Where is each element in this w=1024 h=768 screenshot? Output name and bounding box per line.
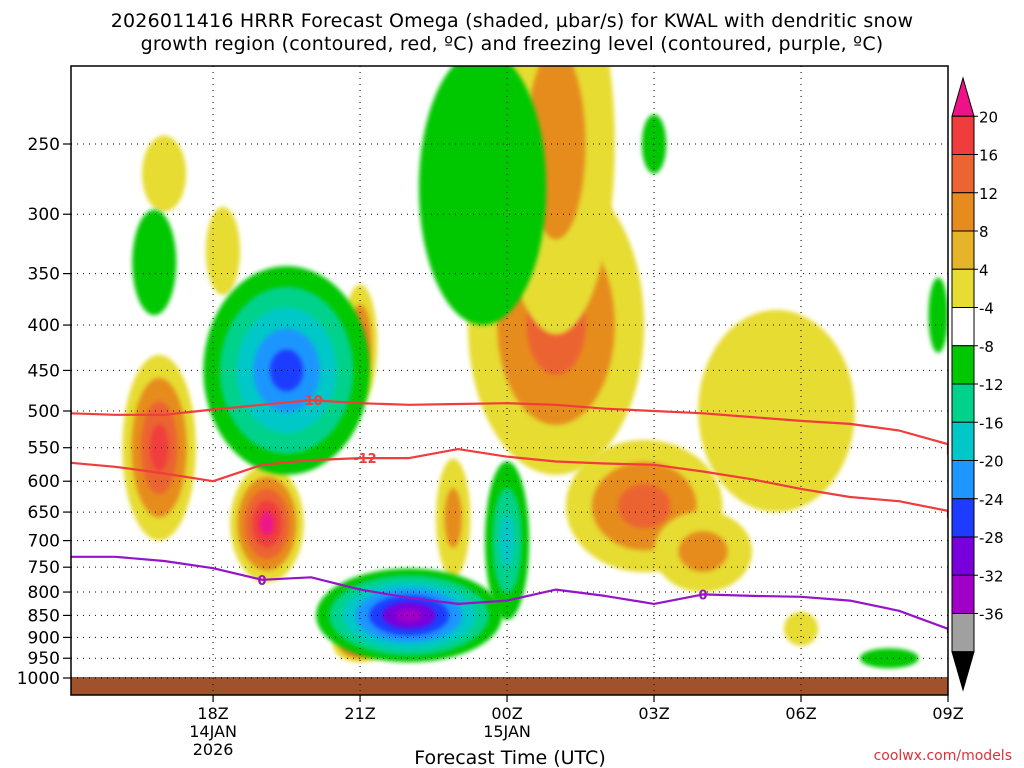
omega-blob-16-level-0 xyxy=(418,66,547,326)
colorbar-swatch-8 xyxy=(951,383,975,423)
colorbar-swatch-0 xyxy=(951,76,975,117)
contour-label-freezing_level_0C-28: 0 xyxy=(699,588,708,603)
colorbar-swatch-6 xyxy=(951,307,975,347)
colorbar-swatch-12 xyxy=(951,536,975,576)
omega-blob-0-level-0 xyxy=(142,135,187,212)
colorbar-swatch-14 xyxy=(951,613,975,653)
colorbar-label-2: 12 xyxy=(979,185,998,203)
colorbar-swatch-13 xyxy=(951,574,975,614)
y-tick-label-600: 600 xyxy=(28,472,60,492)
y-tick-label-650: 650 xyxy=(28,503,60,523)
y-tick-label-500: 500 xyxy=(28,402,60,422)
x-tick-label-09Z: 09Z xyxy=(932,704,963,723)
colorbar-label-13: -36 xyxy=(979,606,1004,624)
omega-shading xyxy=(71,66,948,695)
y-tick-label-350: 350 xyxy=(28,265,60,285)
y-tick-label-900: 900 xyxy=(28,628,60,648)
omega-blob-15-level-6 xyxy=(395,608,423,623)
x-tick-label-18Z: 18Z xyxy=(197,704,228,723)
plot-frame xyxy=(70,65,949,696)
colorbar-swatch-15 xyxy=(951,651,975,692)
colorbar-label-7: -12 xyxy=(979,376,1004,394)
colorbar-label-9: -20 xyxy=(979,453,1004,471)
x-tick-sublabel2-18Z: 2026 xyxy=(193,740,234,759)
colorbar-swatch-4 xyxy=(951,230,975,270)
contour-label-freezing_level_0C-19: 0 xyxy=(258,574,267,589)
axes: 2503003504004505005506006507007508008509… xyxy=(17,135,964,759)
colorbar-label-12: -32 xyxy=(979,567,1004,585)
colorbar-label-4: 4 xyxy=(979,261,989,279)
y-tick-label-1000: 1000 xyxy=(17,669,60,689)
y-tick-label-700: 700 xyxy=(28,532,60,552)
colorbar-label-1: 16 xyxy=(979,147,998,165)
contour-dgz_minus12C xyxy=(71,448,948,518)
temperature-contours: -10 -12 0 0 xyxy=(71,394,948,634)
omega-blob-14-level-4 xyxy=(269,349,304,392)
contour-dgz_minus10C xyxy=(71,399,948,455)
omega-blob-10-level-1 xyxy=(678,531,728,572)
colorbar: 20 16 12 8 4 -4 -8 -12 -16 -20 -24 -28 -32 -36 xyxy=(951,76,1004,692)
omega-blob-12-level-0 xyxy=(698,309,855,513)
colorbar-swatch-2 xyxy=(951,154,975,194)
colorbar-label-5: -4 xyxy=(979,300,994,318)
colorbar-swatch-1 xyxy=(951,115,975,155)
y-tick-label-750: 750 xyxy=(28,558,60,578)
y-tick-label-800: 800 xyxy=(28,583,60,603)
ground-terrain xyxy=(71,677,948,695)
x-tick-sublabel-00Z: 15JAN xyxy=(483,722,531,741)
y-tick-label-400: 400 xyxy=(28,316,60,336)
chart-title-line-2: growth region (contoured, red, ºC) and f… xyxy=(140,33,884,55)
x-tick-label-21Z: 21Z xyxy=(344,704,375,723)
colorbar-label-3: 8 xyxy=(979,223,989,241)
colorbar-label-10: -24 xyxy=(979,491,1004,509)
colorbar-swatch-11 xyxy=(951,498,975,538)
omega-blob-20-level-0 xyxy=(859,648,919,669)
contour-label-dgz_minus12C-21.1: -12 xyxy=(353,452,377,467)
colorbar-label-11: -28 xyxy=(979,529,1004,547)
omega-blob-9-level-2 xyxy=(618,484,671,529)
colorbar-label-0: 20 xyxy=(979,108,998,126)
x-axis-label: Forecast Time (UTC) xyxy=(414,747,605,768)
colorbar-swatch-10 xyxy=(951,460,975,500)
x-tick-label-00Z: 00Z xyxy=(491,704,522,723)
contour-freezing_level_0C xyxy=(71,555,948,634)
omega-blob-13-level-0 xyxy=(132,209,177,316)
x-tick-sublabel-18Z: 14JAN xyxy=(189,722,237,741)
colorbar-swatch-3 xyxy=(951,192,975,232)
colorbar-swatch-7 xyxy=(951,345,975,385)
y-tick-label-450: 450 xyxy=(28,361,60,381)
omega-blob-1-level-0 xyxy=(205,206,241,296)
y-tick-label-250: 250 xyxy=(28,135,60,155)
colorbar-label-6: -8 xyxy=(979,338,994,356)
omega-blob-11-level-0 xyxy=(783,611,819,646)
contour-label-dgz_minus10C-20: -10 xyxy=(299,394,323,409)
gridlines xyxy=(71,66,949,695)
y-tick-label-850: 850 xyxy=(28,606,60,626)
omega-blob-19-level-0 xyxy=(928,277,948,353)
x-tick-label-03Z: 03Z xyxy=(638,704,669,723)
y-tick-label-300: 300 xyxy=(28,205,60,225)
omega-blob-2-level-3 xyxy=(150,424,169,471)
omega-blob-6-level-1 xyxy=(444,488,462,548)
omega-blob-3-level-4 xyxy=(259,512,275,536)
x-tick-label-06Z: 06Z xyxy=(785,704,816,723)
y-tick-label-550: 550 xyxy=(28,439,60,459)
chart-title-line-1: 2026011416 HRRR Forecast Omega (shaded, … xyxy=(110,10,914,32)
colorbar-swatch-5 xyxy=(951,268,975,308)
y-tick-label-950: 950 xyxy=(28,649,60,669)
colorbar-label-8: -16 xyxy=(979,414,1004,432)
colorbar-swatch-9 xyxy=(951,421,975,461)
source-credit: coolwx.com/models xyxy=(873,748,1012,764)
